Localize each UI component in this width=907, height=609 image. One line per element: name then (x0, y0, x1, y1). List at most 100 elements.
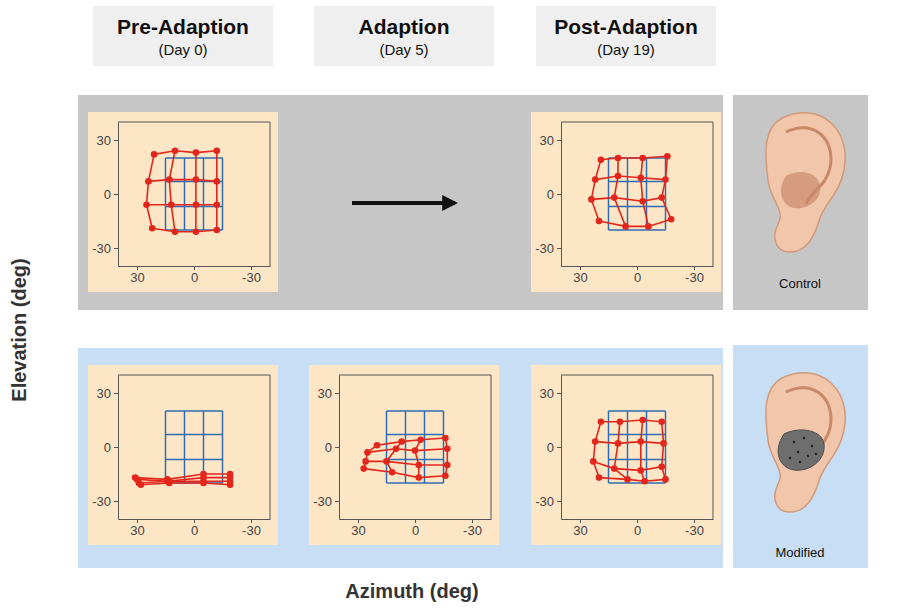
mesh-row-line (601, 420, 662, 422)
x-tick: -30 (685, 266, 704, 285)
plot-area (588, 153, 674, 230)
x-tick-label: -30 (242, 270, 261, 285)
response-point (166, 480, 173, 487)
y-tick-label: 30 (97, 133, 111, 148)
y-axis: -30030 (535, 123, 561, 267)
response-point (193, 176, 200, 183)
frame (270, 122, 271, 266)
panel-background (309, 365, 499, 545)
response-point (596, 218, 603, 225)
mesh-row-line (609, 434, 666, 436)
panel: 300-30-30030 (88, 112, 278, 292)
mesh-row-line (609, 482, 666, 484)
y-tick: 30 (97, 133, 118, 148)
x-axis: 300-30 (119, 266, 271, 285)
mesh-row-line (366, 461, 448, 465)
response-point (638, 438, 645, 445)
response-point (200, 480, 207, 487)
mesh-row-line (601, 156, 668, 160)
y-tick: 30 (318, 386, 339, 401)
x-tick-label: 30 (573, 523, 587, 538)
response-point (638, 175, 645, 182)
y-tick-mark (557, 194, 561, 195)
response-point (645, 223, 652, 230)
ear-concha (781, 172, 820, 208)
y-axis-line (339, 376, 340, 520)
mesh-column-line (424, 411, 426, 483)
x-tick-label: 0 (634, 270, 641, 285)
response-point (639, 417, 646, 424)
row-background (78, 348, 723, 568)
x-tick-label: 30 (130, 270, 144, 285)
ear-mold-dot (815, 453, 817, 455)
mesh-row-line (595, 176, 665, 180)
arrow (352, 201, 455, 205)
response-point (658, 464, 665, 471)
y-axis-title: Elevation (deg) (8, 258, 30, 401)
response-point (611, 465, 618, 472)
frame (713, 375, 714, 519)
ear-mold-dot (793, 441, 795, 443)
ear-mold-dot (789, 457, 791, 459)
x-tick-label: 0 (191, 523, 198, 538)
frame (339, 375, 491, 376)
ear-mold (778, 430, 824, 470)
mesh-column-line (591, 160, 601, 221)
mesh-column-line (203, 158, 205, 230)
y-tick-mark (114, 501, 118, 502)
response-point (193, 229, 200, 236)
header-box (536, 6, 716, 66)
response-point (638, 467, 645, 474)
mesh-row-line (609, 229, 666, 231)
ear-mold-dot (803, 437, 805, 439)
response-point (615, 440, 622, 447)
panel-background (531, 365, 721, 545)
y-axis: -30030 (313, 376, 339, 520)
ear-mold-dot (799, 461, 801, 463)
response-point (389, 469, 396, 476)
x-tick: -30 (685, 519, 704, 538)
response-point (622, 223, 629, 230)
plot-area (590, 411, 669, 485)
mesh-row-line (591, 198, 661, 202)
y-tick: -30 (313, 494, 339, 509)
response-point (611, 194, 618, 201)
response-point (168, 202, 175, 209)
mesh-column-line (646, 411, 648, 483)
response-point (383, 458, 390, 465)
y-tick-label: -30 (313, 494, 332, 509)
response-point (143, 202, 150, 209)
mesh-row-line (141, 483, 230, 485)
y-tick-label: -30 (92, 494, 111, 509)
mesh-row-line (609, 410, 666, 412)
header-box (314, 6, 494, 66)
mesh-column-line (165, 158, 167, 230)
x-tick: 30 (351, 519, 365, 538)
x-tick-label: 0 (412, 523, 419, 538)
column-subtitle: (Day 19) (597, 41, 655, 58)
mesh-column-line (641, 158, 649, 226)
column-subtitle: (Day 0) (158, 41, 207, 58)
response-point (417, 437, 424, 444)
column-title: Pre-Adaption (117, 15, 249, 38)
mesh-row-line (166, 410, 223, 412)
panel: 30 0 -30-30030 (309, 365, 499, 545)
column-title: Post-Adaption (554, 15, 697, 38)
frame (118, 122, 270, 123)
response-point (598, 157, 605, 164)
y-tick-label: 30 (540, 133, 554, 148)
response-point (598, 419, 605, 426)
mesh-column-line (165, 411, 167, 483)
ear-mold-dot (797, 451, 799, 453)
x-tick-label: 30 (130, 523, 144, 538)
x-tick: 0 (412, 519, 419, 538)
x-tick-label: 30 (573, 270, 587, 285)
ear-icon (766, 373, 845, 512)
mesh-column-line (147, 154, 155, 228)
response-point (444, 446, 451, 453)
response-point (592, 176, 599, 183)
response-point (615, 155, 622, 162)
figure: Pre-Adaption(Day 0)Adaption(Day 5)Post-A… (0, 0, 907, 609)
frame (118, 375, 270, 376)
response-point (193, 149, 200, 156)
